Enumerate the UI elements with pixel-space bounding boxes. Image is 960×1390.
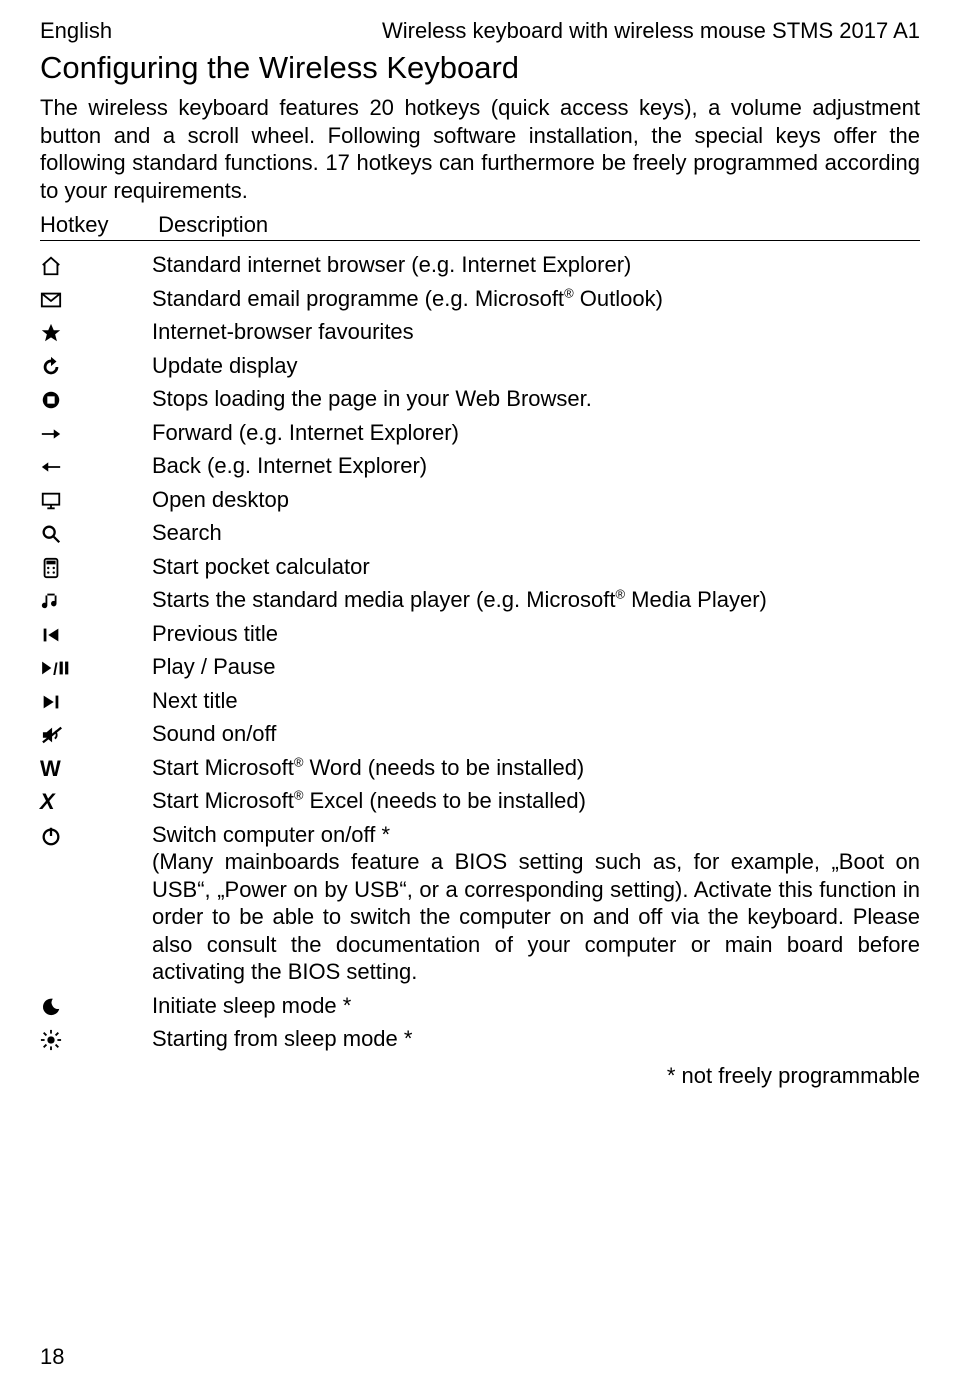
stop-icon <box>40 385 152 419</box>
power-icon <box>40 821 152 992</box>
hotkey-description: Internet-browser favourites <box>152 318 920 352</box>
hotkey-row: Stops loading the page in your Web Brows… <box>40 385 920 419</box>
hotkey-row: WStart Microsoft® Word (needs to be inst… <box>40 754 920 788</box>
hotkey-description: Starting from sleep mode * <box>152 1025 920 1059</box>
hotkey-row: Standard email programme (e.g. Microsoft… <box>40 285 920 319</box>
home-icon <box>40 251 152 285</box>
hotkey-row: Standard internet browser (e.g. Internet… <box>40 251 920 285</box>
hotkey-description: Back (e.g. Internet Explorer) <box>152 452 920 486</box>
word-icon: W <box>40 754 152 788</box>
hotkey-description: Search <box>152 519 920 553</box>
hotkey-row: Starting from sleep mode * <box>40 1025 920 1059</box>
hotkey-description: Start pocket calculator <box>152 553 920 587</box>
hotkey-description: Previous title <box>152 620 920 654</box>
sleep-icon <box>40 992 152 1026</box>
manual-page: English Wireless keyboard with wireless … <box>0 0 960 1390</box>
header-product: Wireless keyboard with wireless mouse ST… <box>382 18 920 44</box>
hotkey-description: Initiate sleep mode * <box>152 992 920 1026</box>
forward-icon <box>40 419 152 453</box>
hotkey-row: Previous title <box>40 620 920 654</box>
search-icon <box>40 519 152 553</box>
hotkey-row: Open desktop <box>40 486 920 520</box>
hotkey-row: Back (e.g. Internet Explorer) <box>40 452 920 486</box>
col-hotkey: Hotkey <box>40 212 152 238</box>
hotkey-row: Starts the standard media player (e.g. M… <box>40 586 920 620</box>
hotkey-description: Play / Pause <box>152 653 920 687</box>
calculator-icon <box>40 553 152 587</box>
hotkey-description: Standard email programme (e.g. Microsoft… <box>152 285 920 319</box>
section-title: Configuring the Wireless Keyboard <box>40 50 920 86</box>
hotkey-description: Sound on/off <box>152 720 920 754</box>
playpause-icon: / <box>40 653 152 687</box>
excel-icon: X <box>40 787 152 821</box>
hotkey-table: Standard internet browser (e.g. Internet… <box>40 251 920 1059</box>
hotkey-row: Next title <box>40 687 920 721</box>
hotkey-row: Initiate sleep mode * <box>40 992 920 1026</box>
hotkey-row: Sound on/off <box>40 720 920 754</box>
hotkey-description: Update display <box>152 352 920 386</box>
back-icon <box>40 452 152 486</box>
hotkey-row: Update display <box>40 352 920 386</box>
hotkey-row: Search <box>40 519 920 553</box>
music-icon <box>40 586 152 620</box>
desktop-icon <box>40 486 152 520</box>
page-number: 18 <box>40 1344 64 1370</box>
hotkey-row: Forward (e.g. Internet Explorer) <box>40 419 920 453</box>
hotkey-row: Switch computer on/off *(Many mainboards… <box>40 821 920 992</box>
hotkey-description: Start Microsoft® Word (needs to be insta… <box>152 754 920 788</box>
footnote: * not freely programmable <box>40 1063 920 1089</box>
mute-icon <box>40 720 152 754</box>
prev-icon <box>40 620 152 654</box>
hotkey-row: / Play / Pause <box>40 653 920 687</box>
hotkey-description: Starts the standard media player (e.g. M… <box>152 586 920 620</box>
page-header: English Wireless keyboard with wireless … <box>40 18 920 44</box>
header-separator <box>40 240 920 241</box>
star-icon <box>40 318 152 352</box>
col-description: Description <box>158 212 268 237</box>
hotkey-description: Stops loading the page in your Web Brows… <box>152 385 920 419</box>
column-headers: Hotkey Description <box>40 212 920 238</box>
hotkey-row: Start pocket calculator <box>40 553 920 587</box>
hotkey-description: Standard internet browser (e.g. Internet… <box>152 251 920 285</box>
hotkey-description: Forward (e.g. Internet Explorer) <box>152 419 920 453</box>
hotkey-description: Open desktop <box>152 486 920 520</box>
hotkey-row: Internet-browser favourites <box>40 318 920 352</box>
mail-icon <box>40 285 152 319</box>
intro-paragraph: The wireless keyboard features 20 hotkey… <box>40 94 920 204</box>
hotkey-description: Switch computer on/off *(Many mainboards… <box>152 821 920 992</box>
hotkey-description: Start Microsoft® Excel (needs to be inst… <box>152 787 920 821</box>
wake-icon <box>40 1025 152 1059</box>
next-icon <box>40 687 152 721</box>
header-language: English <box>40 18 112 44</box>
hotkey-description: Next title <box>152 687 920 721</box>
hotkey-row: XStart Microsoft® Excel (needs to be ins… <box>40 787 920 821</box>
svg-text:/: / <box>53 660 58 678</box>
refresh-icon <box>40 352 152 386</box>
